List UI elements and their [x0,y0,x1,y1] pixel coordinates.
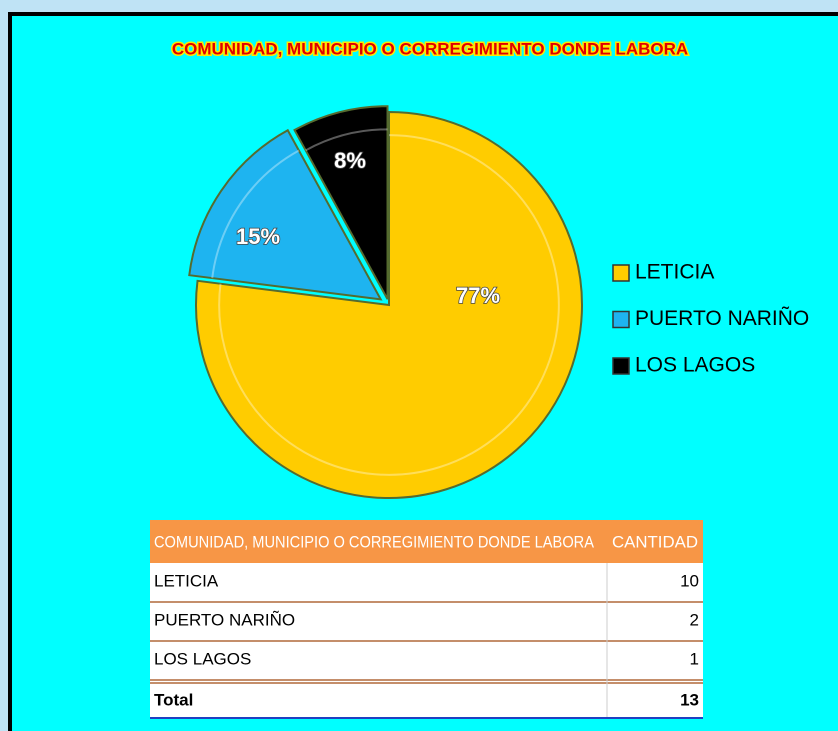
pie-slice [293,105,389,300]
header-cell: COMUNIDAD, MUNICIPIO O CORREGIMIENTO DON… [154,532,595,551]
pie-slice [195,110,583,499]
legend: LETICIA PUERTO NARIÑO LOS LAGOS [612,261,809,377]
row-value: 2 [690,610,699,629]
legend-swatch [612,310,630,329]
slice-bevel [305,128,388,152]
row-label: PUERTO NARIÑO [154,610,295,629]
slice-bevel [218,134,560,476]
data-label: 15% [236,224,280,249]
header-cell: CANTIDAD [612,532,698,551]
data-label: 8% [334,148,366,173]
row-value: 10 [680,571,699,590]
total-label: Total [154,690,193,709]
table: COMUNIDAD, MUNICIPIO O CORREGIMIENTO DON… [150,520,703,719]
table-header-bg [150,520,703,563]
row-label: LETICIA [154,571,219,590]
chart-title: COMUNIDAD, MUNICIPIO O CORREGIMIENTO DON… [172,39,688,58]
legend-swatch [612,264,630,282]
legend-label: PUERTO NARIÑO [635,306,809,330]
pie-slice [188,128,383,301]
legend-swatch [612,357,630,375]
data-label: 77% [456,283,500,308]
legend-label: LOS LAGOS [635,354,755,377]
row-label: LOS LAGOS [154,649,251,668]
slice-bevel [211,149,300,279]
row-value: 1 [690,649,699,668]
total-value: 13 [680,690,699,709]
legend-label: LETICIA [635,261,714,284]
pie: 77% 15% 8% [188,105,583,499]
